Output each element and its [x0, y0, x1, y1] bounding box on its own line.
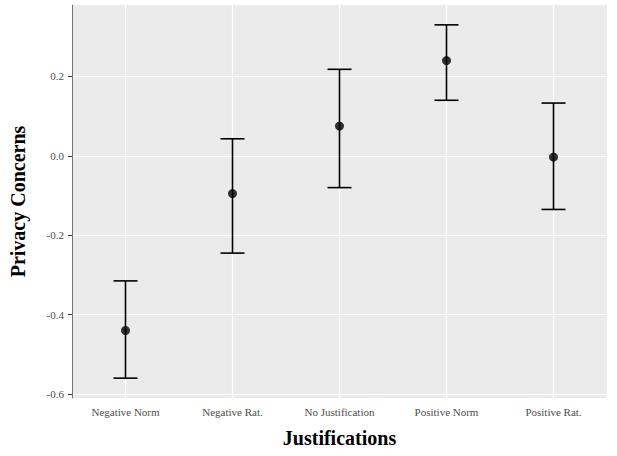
svg-text:No Justification: No Justification [305, 406, 375, 418]
svg-text:Negative Rat.: Negative Rat. [202, 406, 263, 418]
svg-text:0.0: 0.0 [50, 150, 64, 162]
svg-text:-0.6: -0.6 [47, 388, 65, 400]
svg-text:Positive Norm: Positive Norm [415, 406, 479, 418]
svg-text:Privacy Concerns: Privacy Concerns [7, 125, 30, 277]
svg-text:-0.4: -0.4 [47, 309, 65, 321]
svg-text:-0.2: -0.2 [47, 229, 64, 241]
svg-text:Justifications: Justifications [283, 427, 397, 449]
svg-text:0.2: 0.2 [50, 70, 64, 82]
svg-text:Positive Rat.: Positive Rat. [525, 406, 581, 418]
svg-text:Negative Norm: Negative Norm [91, 406, 160, 418]
